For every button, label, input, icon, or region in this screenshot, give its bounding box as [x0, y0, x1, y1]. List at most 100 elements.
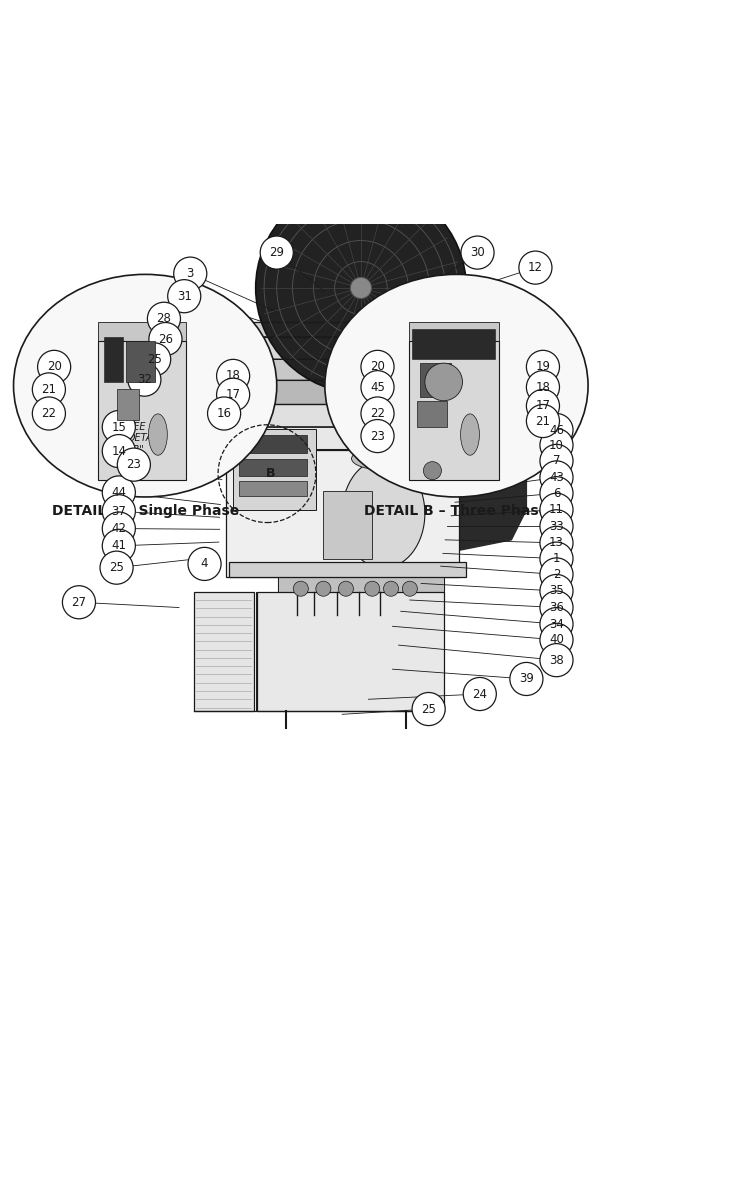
Circle shape	[519, 251, 552, 284]
Circle shape	[128, 364, 161, 396]
Ellipse shape	[325, 275, 588, 497]
Text: 24: 24	[472, 688, 487, 701]
Text: B: B	[266, 467, 275, 480]
Text: DETAIL B – Three Phase: DETAIL B – Three Phase	[365, 504, 548, 517]
Text: 7: 7	[553, 455, 560, 467]
Circle shape	[102, 434, 135, 468]
Circle shape	[32, 397, 65, 430]
Text: 42: 42	[111, 522, 126, 535]
Bar	[194, 593, 254, 712]
Ellipse shape	[351, 448, 415, 470]
Text: 26: 26	[158, 332, 173, 346]
Circle shape	[188, 547, 221, 581]
Circle shape	[510, 662, 543, 696]
Text: 27: 27	[71, 595, 86, 608]
Circle shape	[350, 277, 371, 299]
Text: 30: 30	[470, 246, 485, 259]
Circle shape	[540, 476, 573, 510]
Text: 28: 28	[156, 312, 171, 325]
Text: 3: 3	[186, 268, 194, 280]
Circle shape	[208, 397, 241, 430]
Text: 22: 22	[41, 407, 56, 420]
Circle shape	[540, 590, 573, 624]
Circle shape	[147, 302, 180, 335]
Text: 6: 6	[553, 487, 560, 499]
Ellipse shape	[460, 414, 480, 455]
Circle shape	[217, 359, 250, 392]
Bar	[409, 322, 499, 341]
Bar	[412, 329, 495, 359]
Circle shape	[526, 390, 559, 422]
Circle shape	[540, 643, 573, 677]
Circle shape	[102, 410, 135, 444]
Ellipse shape	[342, 458, 425, 568]
Circle shape	[384, 581, 399, 596]
Circle shape	[361, 397, 394, 430]
Polygon shape	[207, 322, 233, 344]
Circle shape	[463, 678, 496, 710]
Text: 17: 17	[535, 400, 550, 413]
Text: 21: 21	[535, 414, 550, 427]
Text: 13: 13	[549, 536, 564, 550]
Text: 23: 23	[126, 458, 141, 472]
Bar	[98, 341, 186, 480]
Circle shape	[102, 512, 135, 545]
Circle shape	[168, 280, 201, 313]
Circle shape	[117, 448, 150, 481]
Circle shape	[540, 414, 573, 446]
Polygon shape	[209, 337, 511, 359]
Text: 2: 2	[553, 568, 560, 581]
Ellipse shape	[353, 346, 384, 361]
Circle shape	[102, 476, 135, 509]
Text: 40: 40	[549, 634, 564, 647]
Text: 25: 25	[147, 353, 162, 366]
Circle shape	[174, 257, 207, 290]
Bar	[239, 460, 307, 476]
Circle shape	[526, 371, 559, 403]
Polygon shape	[496, 322, 523, 344]
Ellipse shape	[347, 352, 390, 382]
Text: 36: 36	[549, 601, 564, 614]
Text: 20: 20	[370, 360, 385, 373]
Circle shape	[100, 551, 133, 584]
Circle shape	[256, 182, 466, 394]
Bar	[409, 341, 499, 480]
Bar	[117, 390, 139, 420]
Circle shape	[540, 527, 573, 559]
Text: 16: 16	[217, 407, 232, 420]
Bar	[104, 337, 123, 382]
Circle shape	[540, 428, 573, 462]
Bar	[323, 491, 372, 559]
Circle shape	[260, 236, 293, 269]
Circle shape	[461, 236, 494, 269]
Text: 18: 18	[535, 380, 550, 394]
Text: 20: 20	[47, 360, 62, 373]
Polygon shape	[229, 404, 478, 427]
Bar	[239, 434, 307, 454]
Text: 39: 39	[519, 672, 534, 685]
Polygon shape	[278, 577, 444, 593]
Circle shape	[412, 692, 445, 726]
Text: 45: 45	[370, 380, 385, 394]
Circle shape	[540, 542, 573, 575]
Text: 38: 38	[549, 654, 564, 667]
Text: 35: 35	[549, 584, 564, 598]
Text: 19: 19	[535, 360, 550, 373]
Ellipse shape	[148, 414, 167, 455]
Circle shape	[540, 493, 573, 527]
Polygon shape	[232, 427, 465, 450]
Circle shape	[540, 461, 573, 494]
Circle shape	[62, 586, 96, 619]
Polygon shape	[218, 359, 496, 380]
Polygon shape	[406, 322, 526, 554]
Text: 18: 18	[226, 370, 241, 383]
Circle shape	[316, 581, 331, 596]
Text: 34: 34	[549, 618, 564, 630]
Circle shape	[423, 462, 441, 480]
Circle shape	[361, 350, 394, 384]
Bar	[257, 593, 444, 712]
Circle shape	[540, 575, 573, 607]
Text: 23: 23	[370, 430, 385, 443]
Text: 46: 46	[549, 424, 564, 437]
Circle shape	[540, 510, 573, 542]
